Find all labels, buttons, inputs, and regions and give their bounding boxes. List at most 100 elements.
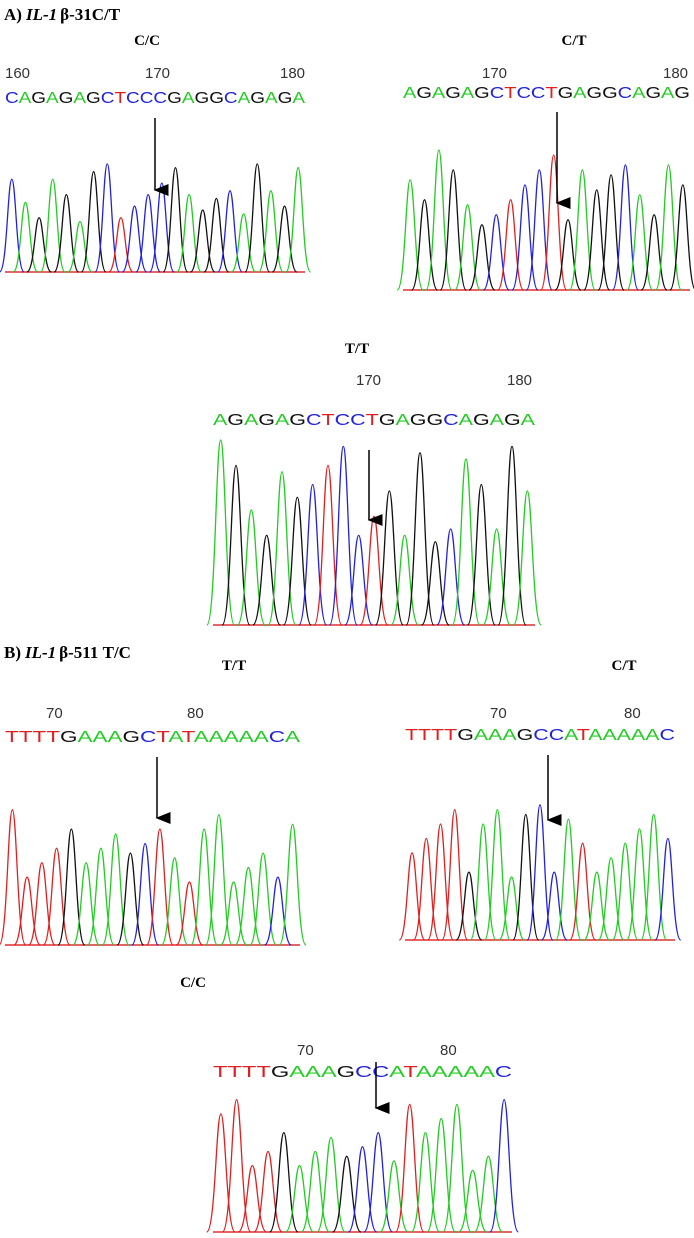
peak xyxy=(482,214,510,291)
panel-b-heading: B) IL-1 β-511 T/C xyxy=(4,643,131,662)
peak xyxy=(176,193,202,273)
peak xyxy=(451,458,481,626)
peak xyxy=(72,862,101,946)
peak xyxy=(206,439,236,626)
peak xyxy=(236,509,266,626)
peak xyxy=(145,828,174,946)
peak xyxy=(252,534,282,626)
peak xyxy=(554,219,582,291)
peak xyxy=(108,217,134,273)
position-label: 80 xyxy=(440,1042,457,1059)
peak xyxy=(654,164,683,291)
panel-label: A) xyxy=(4,5,22,24)
gene: IL-1 xyxy=(24,643,56,662)
position-label: 180 xyxy=(280,65,305,82)
position-label: 180 xyxy=(663,65,688,82)
peak xyxy=(27,862,56,946)
peak xyxy=(148,182,175,273)
peak xyxy=(26,217,52,273)
peak xyxy=(483,808,511,941)
peak xyxy=(278,823,307,946)
peak xyxy=(583,189,611,291)
gene: IL-1 xyxy=(25,5,57,24)
peak xyxy=(203,197,230,273)
peak xyxy=(441,808,469,941)
peak xyxy=(267,471,297,626)
peak xyxy=(436,528,466,626)
peak xyxy=(258,190,284,273)
peak xyxy=(611,842,639,941)
trace: C/C 160 170 180 C A G A G A G C T C C C G A G G C A G A G A xyxy=(0,33,312,273)
peak xyxy=(597,857,625,941)
peak xyxy=(234,866,263,946)
peak xyxy=(0,809,27,946)
peak xyxy=(253,1150,283,1233)
peak xyxy=(13,876,42,946)
peak xyxy=(298,483,328,626)
peak xyxy=(626,828,653,941)
suffix: β-511 T/C xyxy=(59,643,131,662)
peak xyxy=(410,199,439,291)
genotype: C/T xyxy=(611,658,636,674)
peak xyxy=(244,163,271,273)
position-label: 160 xyxy=(5,65,30,82)
position-label: 170 xyxy=(482,65,507,82)
peak xyxy=(482,528,512,626)
peak xyxy=(425,149,453,291)
peak xyxy=(331,1155,362,1233)
peak xyxy=(271,205,298,273)
peak xyxy=(390,534,420,626)
suffix: β-31C/T xyxy=(60,5,121,24)
peak xyxy=(189,209,216,273)
trace: C/T 70 80 T T T T G A A A G C C A T A A A A A C xyxy=(398,658,682,941)
genotype: T/T xyxy=(222,658,246,674)
position-label: 180 xyxy=(507,372,532,389)
peak xyxy=(67,220,93,273)
peak xyxy=(116,852,145,946)
peak xyxy=(344,534,374,626)
peak xyxy=(583,871,611,941)
position-label: 70 xyxy=(46,705,63,722)
peak xyxy=(394,1103,425,1233)
peak xyxy=(94,163,121,273)
peak xyxy=(454,204,482,291)
peak xyxy=(497,445,527,626)
peak xyxy=(468,224,496,291)
peak xyxy=(540,871,568,941)
peak xyxy=(0,178,25,273)
position-label: 170 xyxy=(145,65,170,82)
genotype: C/C xyxy=(180,975,206,991)
peak xyxy=(511,184,539,291)
peak xyxy=(420,541,450,626)
trace: C/T 170 180 A G A G A G C T C C T G A G G C A G A G xyxy=(396,33,694,291)
peak xyxy=(669,184,694,291)
panel-label: B) xyxy=(4,643,21,662)
trace: T/T 70 80 T T T T G A A A G C T A T A A A A A C A xyxy=(0,658,307,946)
genotype: C/C xyxy=(134,33,160,49)
peak xyxy=(473,1155,504,1233)
peak xyxy=(512,490,542,626)
peak xyxy=(497,199,525,291)
position-label: 80 xyxy=(187,705,204,722)
peak xyxy=(426,1117,456,1233)
peak xyxy=(316,1136,346,1233)
peak xyxy=(555,818,582,941)
peak xyxy=(398,852,426,941)
peak xyxy=(204,813,233,946)
peak xyxy=(379,1160,409,1233)
peak xyxy=(237,1164,268,1233)
peak xyxy=(175,881,204,946)
peak xyxy=(654,837,682,941)
position-label: 70 xyxy=(490,705,507,722)
peak xyxy=(160,857,189,946)
peak xyxy=(282,496,312,626)
position-label: 70 xyxy=(297,1042,314,1059)
peak xyxy=(469,823,497,941)
peak xyxy=(489,1099,519,1233)
peak xyxy=(269,1132,299,1233)
